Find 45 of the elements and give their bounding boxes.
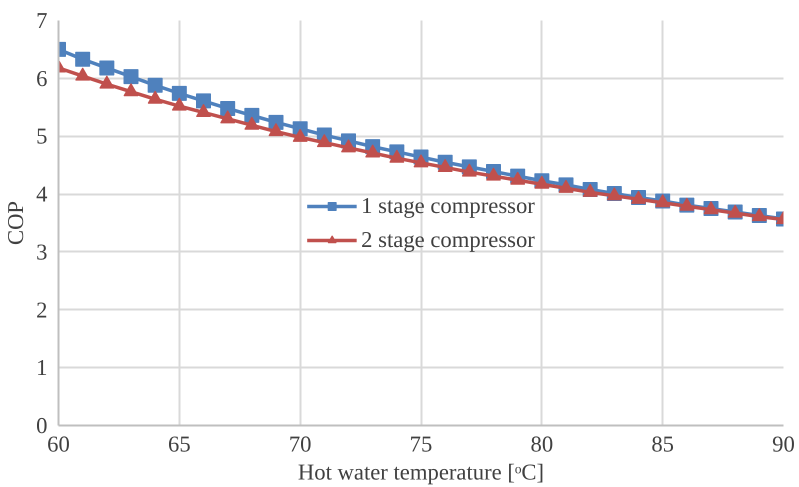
point (389, 150, 404, 163)
x-tick-label: 75 (410, 432, 432, 456)
point (414, 154, 428, 168)
y-tick-label: 0 (36, 413, 48, 438)
point (486, 168, 501, 181)
point (196, 93, 211, 108)
point (220, 100, 236, 116)
y-tick-label: 7 (36, 8, 48, 33)
point (365, 144, 380, 158)
y-tick-label: 6 (36, 66, 48, 91)
y-tick-label: 5 (36, 124, 48, 149)
x-axis-title: Hot water temperature [ᵒC] (298, 460, 544, 484)
point (172, 86, 187, 101)
point (172, 98, 187, 111)
legend-label: 2 stage compressor (361, 226, 535, 252)
point (268, 123, 284, 136)
y-tick-label: 4 (36, 182, 48, 207)
point (124, 83, 138, 96)
legend-label: 1 stage compressor (361, 192, 535, 218)
y-axis-title: COP (3, 200, 28, 246)
x-tick-label: 80 (530, 432, 554, 456)
x-tick-label: 85 (651, 432, 674, 456)
point (462, 164, 477, 177)
point (244, 116, 260, 130)
x-tick-label: 65 (168, 432, 191, 456)
y-tick-label: 2 (36, 297, 48, 322)
point (316, 134, 332, 148)
x-tick-label: 60 (47, 432, 70, 456)
point (75, 67, 90, 81)
point (341, 139, 356, 152)
x-tick-label: 70 (288, 432, 312, 456)
point (220, 110, 236, 124)
y-tick-label: 3 (36, 239, 48, 264)
point (148, 78, 163, 93)
point (99, 76, 114, 89)
x-tick-label: 90 (772, 432, 795, 456)
y-tick-label: 1 (36, 355, 48, 380)
point (75, 52, 90, 67)
point (292, 128, 308, 142)
point (124, 69, 138, 84)
point (510, 172, 526, 185)
point (148, 90, 163, 104)
point (438, 158, 453, 172)
point (196, 104, 211, 118)
point (99, 60, 114, 76)
